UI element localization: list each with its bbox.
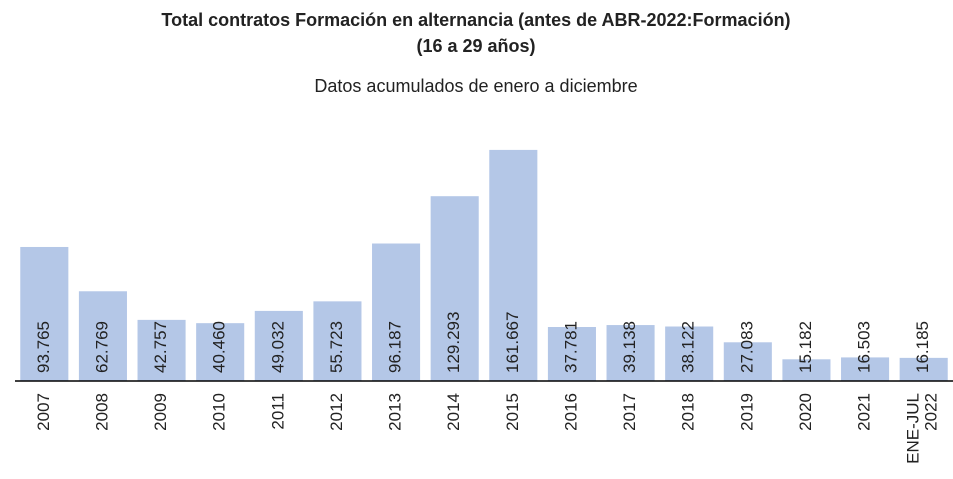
- x-tick-label-line: ENE-JUL: [904, 393, 923, 464]
- bar: [430, 196, 479, 381]
- x-tick-label: 2021: [855, 393, 874, 431]
- bar: [20, 246, 69, 381]
- bar: [313, 301, 362, 381]
- x-tick-label: ENE-JUL2022: [904, 393, 941, 464]
- x-tick-label: 2017: [620, 393, 639, 431]
- data-label: 16.503: [855, 321, 874, 373]
- x-tick-label: 2013: [386, 393, 405, 431]
- x-tick-label: 2015: [503, 393, 522, 431]
- x-tick-label: 2012: [327, 393, 346, 431]
- data-label: 27.083: [737, 321, 756, 373]
- bar: [254, 310, 303, 381]
- bar: [723, 342, 772, 381]
- bar: [782, 359, 831, 381]
- x-tick-label: 2016: [561, 393, 580, 431]
- chart-subtitle: Datos acumulados de enero a diciembre: [314, 76, 637, 96]
- x-tick-label: 2011: [268, 393, 287, 430]
- x-tick-label: 2019: [737, 393, 756, 431]
- bar: [196, 323, 245, 381]
- data-label: 161.667: [503, 312, 522, 373]
- x-tick-label: 2018: [679, 393, 698, 431]
- bar: [489, 149, 538, 381]
- chart-title: Total contratos Formación en alternancia…: [161, 10, 790, 30]
- x-tick-label: 2008: [92, 393, 111, 431]
- bar: [841, 357, 890, 381]
- data-label: 93.765: [34, 321, 53, 373]
- x-tick-label: 2014: [444, 393, 463, 431]
- data-label: 39.138: [620, 321, 639, 373]
- bar: [78, 291, 127, 381]
- data-label: 15.182: [796, 321, 815, 373]
- bar: [137, 319, 186, 381]
- x-tick-label-line: 2022: [922, 393, 941, 431]
- bar: [547, 326, 596, 381]
- bar: [372, 243, 421, 381]
- data-label: 40.460: [210, 321, 229, 373]
- data-label: 16.185: [913, 321, 932, 373]
- bar: [899, 357, 948, 381]
- data-label: 38.122: [679, 321, 698, 373]
- data-label: 62.769: [92, 321, 111, 373]
- x-tick-label: 2007: [34, 393, 53, 431]
- x-tick-label: 2009: [151, 393, 170, 431]
- x-tick-label: 2020: [796, 393, 815, 431]
- x-tick-label: 2010: [210, 393, 229, 431]
- data-label: 129.293: [444, 312, 463, 373]
- data-label: 49.032: [268, 321, 287, 373]
- bar: [665, 326, 714, 381]
- data-label: 37.781: [561, 321, 580, 373]
- data-label: 42.757: [151, 321, 170, 373]
- data-label: 96.187: [386, 321, 405, 373]
- bar: [606, 325, 655, 381]
- chart-title: (16 a 29 años): [416, 36, 535, 56]
- data-label: 55.723: [327, 321, 346, 373]
